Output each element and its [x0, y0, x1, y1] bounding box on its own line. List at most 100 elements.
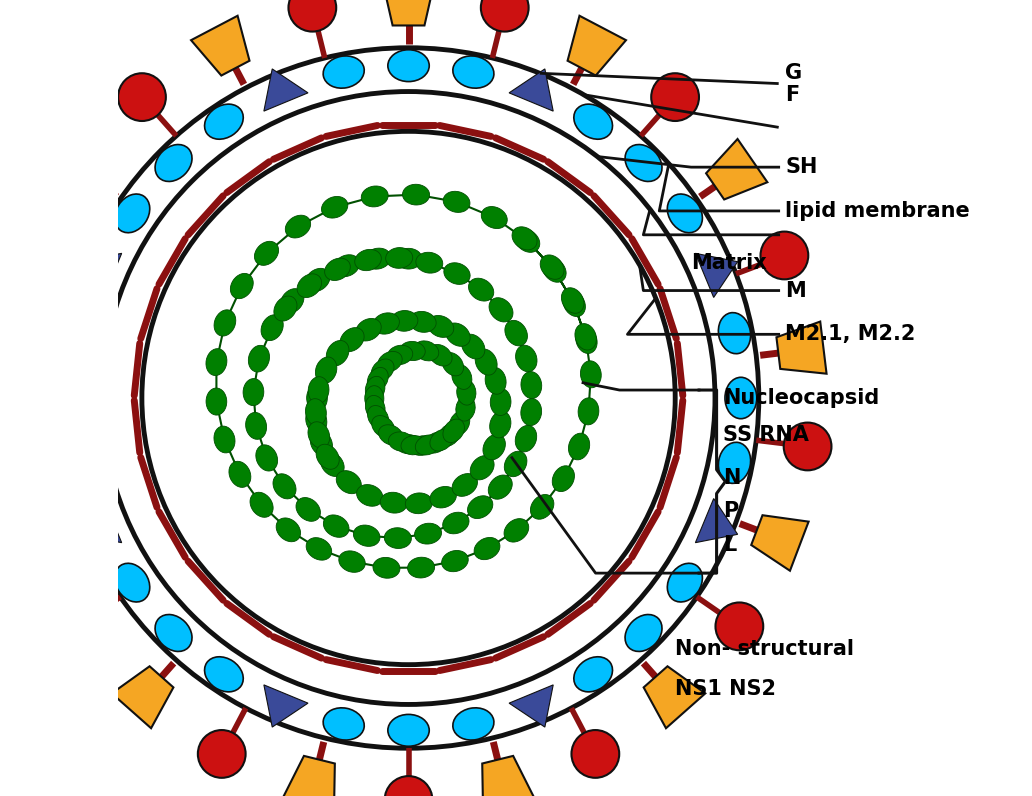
Ellipse shape	[515, 425, 537, 452]
Ellipse shape	[206, 349, 227, 376]
Ellipse shape	[60, 377, 92, 419]
Text: F: F	[785, 84, 800, 105]
Polygon shape	[264, 685, 308, 727]
Ellipse shape	[305, 268, 330, 291]
Ellipse shape	[443, 512, 469, 534]
Circle shape	[572, 730, 619, 778]
Ellipse shape	[574, 104, 613, 139]
Circle shape	[9, 232, 57, 279]
Ellipse shape	[504, 519, 528, 542]
Ellipse shape	[444, 263, 471, 284]
Ellipse shape	[204, 104, 244, 139]
Ellipse shape	[316, 357, 336, 384]
Ellipse shape	[561, 287, 584, 314]
Ellipse shape	[367, 368, 388, 392]
Ellipse shape	[367, 405, 389, 429]
Ellipse shape	[512, 227, 537, 250]
Ellipse shape	[206, 388, 227, 415]
Ellipse shape	[516, 345, 537, 372]
Text: SH: SH	[785, 157, 817, 178]
Ellipse shape	[488, 475, 512, 499]
Ellipse shape	[424, 432, 448, 453]
Ellipse shape	[391, 310, 418, 331]
Ellipse shape	[336, 470, 361, 494]
Ellipse shape	[273, 474, 296, 499]
Ellipse shape	[569, 433, 589, 460]
Ellipse shape	[379, 425, 404, 445]
Ellipse shape	[307, 537, 331, 560]
Ellipse shape	[475, 349, 497, 375]
Polygon shape	[191, 16, 250, 76]
Text: Nucleocapsid: Nucleocapsid	[723, 388, 879, 408]
Ellipse shape	[563, 291, 585, 317]
Ellipse shape	[625, 145, 662, 181]
Ellipse shape	[365, 377, 385, 401]
Ellipse shape	[580, 361, 602, 388]
Ellipse shape	[718, 313, 750, 353]
Ellipse shape	[515, 229, 540, 252]
Ellipse shape	[416, 252, 443, 273]
Ellipse shape	[115, 194, 150, 232]
Text: P: P	[723, 501, 738, 521]
Ellipse shape	[214, 426, 235, 453]
Ellipse shape	[250, 492, 273, 517]
Ellipse shape	[372, 416, 394, 438]
Circle shape	[54, 603, 101, 650]
Ellipse shape	[505, 451, 527, 477]
Ellipse shape	[249, 345, 269, 372]
Ellipse shape	[246, 412, 266, 439]
Text: Matrix: Matrix	[691, 252, 767, 273]
Ellipse shape	[255, 241, 279, 265]
Text: N: N	[723, 467, 740, 488]
Ellipse shape	[256, 445, 278, 471]
Ellipse shape	[457, 380, 476, 405]
Ellipse shape	[430, 429, 453, 451]
Ellipse shape	[443, 191, 470, 213]
Circle shape	[715, 603, 764, 650]
Ellipse shape	[357, 485, 383, 506]
Ellipse shape	[574, 657, 613, 692]
Polygon shape	[50, 139, 111, 200]
Ellipse shape	[316, 444, 340, 470]
Polygon shape	[79, 253, 122, 298]
Ellipse shape	[428, 345, 452, 366]
Circle shape	[481, 0, 528, 32]
Ellipse shape	[373, 313, 399, 334]
Text: L: L	[723, 535, 736, 556]
Ellipse shape	[483, 434, 506, 460]
Ellipse shape	[244, 379, 264, 406]
Ellipse shape	[326, 341, 349, 366]
Ellipse shape	[364, 248, 391, 269]
Ellipse shape	[66, 443, 99, 483]
Ellipse shape	[410, 435, 434, 455]
Ellipse shape	[461, 334, 485, 359]
Ellipse shape	[353, 525, 380, 546]
Circle shape	[761, 232, 808, 279]
Ellipse shape	[229, 462, 251, 487]
Ellipse shape	[521, 399, 542, 426]
Ellipse shape	[474, 537, 499, 560]
Ellipse shape	[668, 564, 703, 602]
Ellipse shape	[449, 411, 470, 435]
Ellipse shape	[395, 248, 422, 269]
Polygon shape	[696, 498, 738, 543]
Polygon shape	[283, 756, 334, 796]
Ellipse shape	[356, 318, 381, 341]
Ellipse shape	[323, 56, 364, 88]
Ellipse shape	[305, 399, 326, 426]
Ellipse shape	[281, 289, 303, 314]
Polygon shape	[0, 322, 40, 373]
Ellipse shape	[277, 518, 300, 542]
Ellipse shape	[490, 388, 511, 416]
Ellipse shape	[261, 314, 283, 341]
Ellipse shape	[485, 368, 506, 394]
Ellipse shape	[576, 327, 598, 353]
Ellipse shape	[364, 386, 384, 412]
Circle shape	[651, 73, 699, 121]
Ellipse shape	[399, 341, 425, 361]
Text: Non- structural: Non- structural	[675, 638, 854, 659]
Polygon shape	[482, 756, 534, 796]
Ellipse shape	[452, 365, 472, 389]
Ellipse shape	[204, 657, 244, 692]
Ellipse shape	[322, 197, 348, 218]
